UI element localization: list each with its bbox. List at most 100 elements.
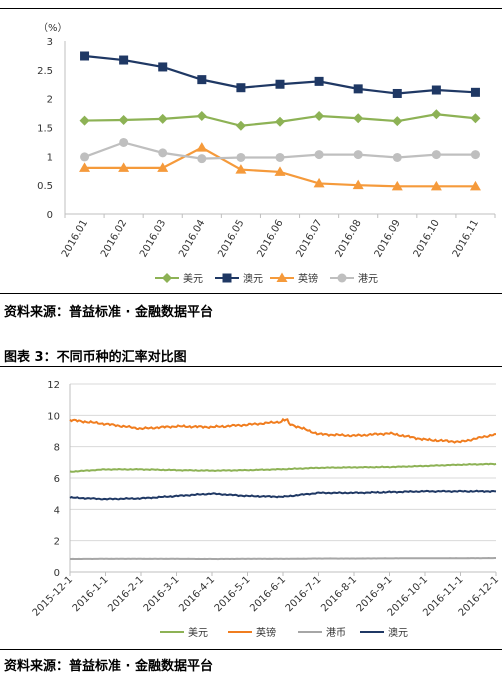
- legend-item: 港币: [298, 627, 346, 639]
- x-tick-label: 2016-4-1: [177, 574, 217, 614]
- data-point: [353, 84, 363, 94]
- y-tick-label: 12: [47, 380, 60, 391]
- data-point: [392, 152, 402, 162]
- figure-3-caption: 图表 3：不同币种的汇率对比图: [4, 350, 187, 365]
- x-tick-label: 2016-1-1: [71, 574, 111, 614]
- y-tick-label: 2: [47, 95, 53, 106]
- x-tick-label: 2016.04: [177, 218, 207, 259]
- legend-item: 澳元: [215, 272, 263, 285]
- data-point: [158, 148, 168, 158]
- data-point: [157, 162, 169, 172]
- legend-item: 英镑: [270, 272, 318, 285]
- data-point: [431, 85, 441, 95]
- data-point: [353, 113, 364, 124]
- legend-label: 英镑: [256, 626, 276, 639]
- y-tick-label: 10: [47, 411, 60, 422]
- x-tick-label: 2016-6-1: [248, 574, 288, 614]
- legend-item: 美元: [160, 626, 208, 639]
- x-tick-label: 2016-2-1: [106, 574, 146, 614]
- legend-item: 美元: [155, 272, 203, 285]
- x-tick-label: 2016.09: [373, 218, 403, 259]
- data-point: [235, 120, 246, 131]
- rule-above-source-2: [0, 649, 502, 650]
- legend-label: 美元: [188, 626, 208, 639]
- x-tick-label: 2016.10: [412, 218, 442, 259]
- data-point: [79, 162, 91, 172]
- data-point: [352, 179, 364, 190]
- y-tick-label: 6: [54, 474, 60, 485]
- y-tick-label: 2.5: [37, 66, 53, 77]
- data-point: [470, 113, 481, 124]
- source-note-2: 资料来源：普益标准 · 金融数据平台: [4, 659, 213, 674]
- data-point: [197, 154, 207, 164]
- data-point: [392, 88, 402, 98]
- data-point: [79, 115, 90, 126]
- legend-label: 澳元: [243, 272, 263, 285]
- data-point: [275, 116, 285, 127]
- data-point: [235, 164, 247, 174]
- data-point: [118, 115, 129, 126]
- data-point: [275, 152, 285, 162]
- x-tick-label: 2016.01: [60, 218, 90, 259]
- data-point: [276, 272, 288, 282]
- y-tick-label: 4: [54, 505, 60, 516]
- rule-above-source-1: [0, 293, 502, 294]
- x-tick-label: 2016-5-1: [213, 574, 253, 614]
- legend-label: 美元: [183, 272, 203, 285]
- y-tick-label: 2: [54, 537, 60, 548]
- legend-item: 英镑: [228, 626, 276, 639]
- y-tick-label: 0: [54, 568, 60, 579]
- data-point: [119, 55, 129, 65]
- series-diamond: [79, 109, 481, 131]
- data-point: [222, 273, 232, 283]
- x-tick-label: 2016-7-1: [284, 574, 324, 614]
- data-point: [314, 150, 324, 160]
- legend-label: 英镑: [298, 272, 318, 285]
- data-point: [196, 142, 208, 152]
- x-tick-label: 2016.08: [334, 218, 364, 259]
- y-tick-label: 1: [47, 152, 53, 163]
- y-unit-label: （%）: [38, 22, 68, 34]
- chart-interest-rates: （%） 0 0.5 1 1.5 2 2.5 3 2016.01 2016.02 2016.03 201…: [37, 22, 496, 285]
- data-point: [80, 51, 90, 61]
- legend-label: 港元: [358, 273, 378, 285]
- data-point: [431, 150, 441, 160]
- x-tick-label: 2016-3-1: [142, 574, 182, 614]
- y-tick-label: 8: [54, 443, 60, 454]
- data-point: [469, 180, 481, 191]
- x-tick-label: 2016-8-1: [319, 574, 359, 614]
- series-circle: [80, 137, 480, 164]
- legend-item: 澳元: [360, 626, 408, 639]
- series-square: [80, 51, 480, 98]
- x-tick-label: 2016.03: [138, 218, 168, 259]
- y-tick-label: 0: [47, 210, 53, 221]
- data-point: [236, 83, 246, 93]
- rule-below-caption: [0, 366, 502, 367]
- y-tick-label: 1.5: [37, 124, 53, 135]
- data-point: [119, 137, 129, 147]
- legend-item: 港元: [330, 273, 378, 285]
- data-point: [118, 162, 130, 172]
- x-tick-label: 2016.07: [294, 218, 324, 259]
- data-point: [470, 150, 480, 160]
- data-point: [353, 150, 363, 160]
- x-tick-label: 2016.11: [451, 218, 481, 259]
- data-point: [313, 177, 325, 188]
- data-point: [314, 76, 324, 86]
- x-tick-label: 2016.02: [99, 218, 129, 259]
- series-line: [69, 417, 497, 444]
- data-point: [236, 152, 246, 162]
- series-triangle: [79, 142, 481, 191]
- data-point: [157, 113, 168, 124]
- data-point: [337, 273, 347, 283]
- data-point: [158, 62, 168, 72]
- data-point: [275, 79, 285, 89]
- series-line: [69, 489, 497, 501]
- data-point: [392, 116, 403, 127]
- data-point: [431, 109, 442, 120]
- data-point: [197, 75, 207, 85]
- data-point: [430, 180, 442, 191]
- data-point: [162, 273, 172, 283]
- data-point: [196, 110, 207, 121]
- chart-exchange-rates: 0 2 4 6 8 10 12 2015-12-12016-1-12016-2-12016-3…: [31, 380, 501, 639]
